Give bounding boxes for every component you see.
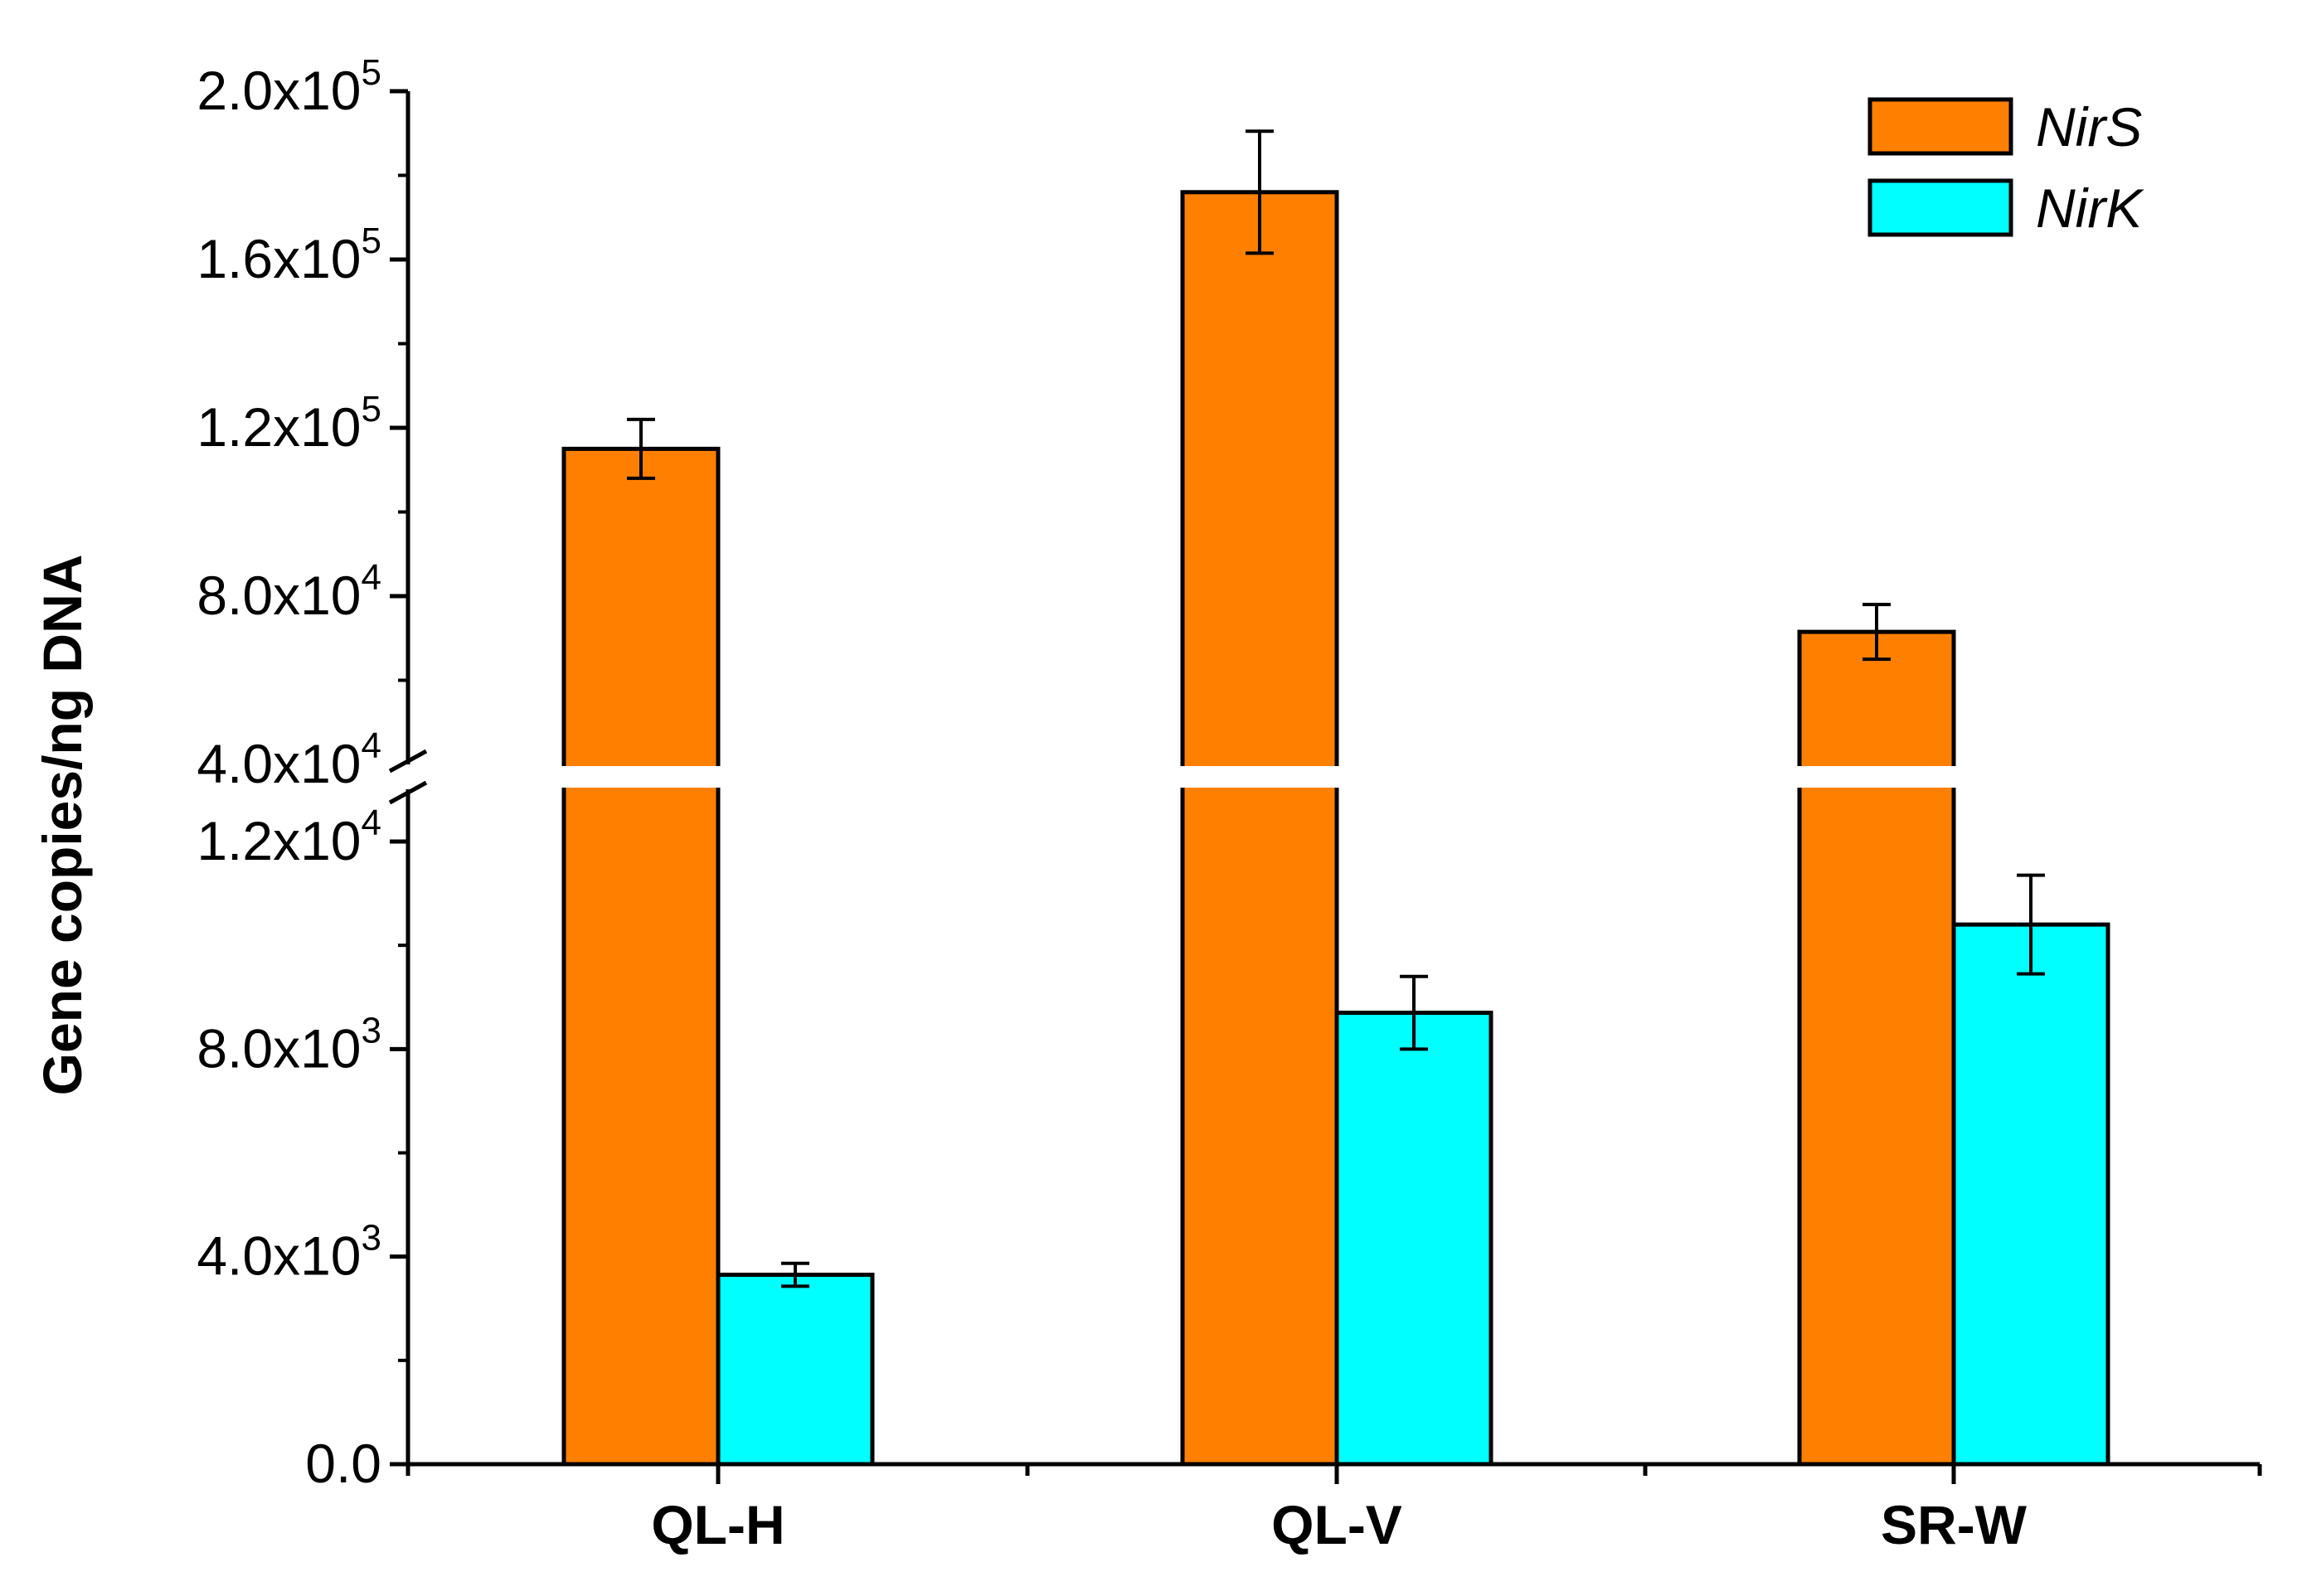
y-tick-label-12000: 1.2x104 <box>197 803 381 871</box>
axis-break-mark-top <box>388 749 428 774</box>
error-bar-nirk-ql-h <box>781 1261 809 1288</box>
error-bar-nirs-ql-v <box>1246 129 1274 255</box>
y-tick-label-40000: 4.0x104 <box>197 725 381 794</box>
legend-swatch-nirk <box>1867 178 2013 237</box>
x-tick-label-ql-h: QL-H <box>651 1494 784 1555</box>
y-tick-label-8000: 8.0x103 <box>197 1010 381 1079</box>
bar-nirs-sr-w <box>1797 629 1956 1467</box>
x-tick-label-sr-w: SR-W <box>1881 1494 2028 1555</box>
bar-nirs-ql-h <box>561 446 721 1467</box>
y-tick-label-200000: 2.0x105 <box>197 52 381 121</box>
legend-swatch-nirs <box>1867 97 2013 156</box>
bar-nirk-ql-v <box>1334 1011 1493 1467</box>
y-tick-label-0: 0.0 <box>305 1433 381 1494</box>
legend-label-nirs: NirS <box>2036 96 2142 158</box>
axis-break-gap <box>391 766 2276 788</box>
legend: NirS NirK <box>1867 96 2144 239</box>
bar-nirs-ql-v <box>1180 190 1339 1467</box>
legend-label-nirk: NirK <box>2036 177 2144 239</box>
axis-break-mark-bottom <box>388 780 428 805</box>
y-tick-label-4000: 4.0x103 <box>197 1218 381 1287</box>
bar-nirk-sr-w <box>1951 922 2110 1467</box>
error-bar-nirk-ql-v <box>1400 974 1428 1051</box>
error-bar-nirk-sr-w <box>2017 873 2045 976</box>
error-bar-nirs-sr-w <box>1862 603 1891 662</box>
y-tick-label-160000: 1.6x105 <box>197 221 381 289</box>
x-tick-label-ql-v: QL-V <box>1271 1494 1402 1555</box>
y-tick-label-120000: 1.2x105 <box>197 389 381 458</box>
error-bar-nirs-ql-h <box>627 417 655 480</box>
bar-nirk-ql-h <box>716 1273 875 1467</box>
y-axis-title: Gene copies/ng DNA <box>32 555 93 1096</box>
y-tick-label-80000: 8.0x104 <box>197 557 381 626</box>
